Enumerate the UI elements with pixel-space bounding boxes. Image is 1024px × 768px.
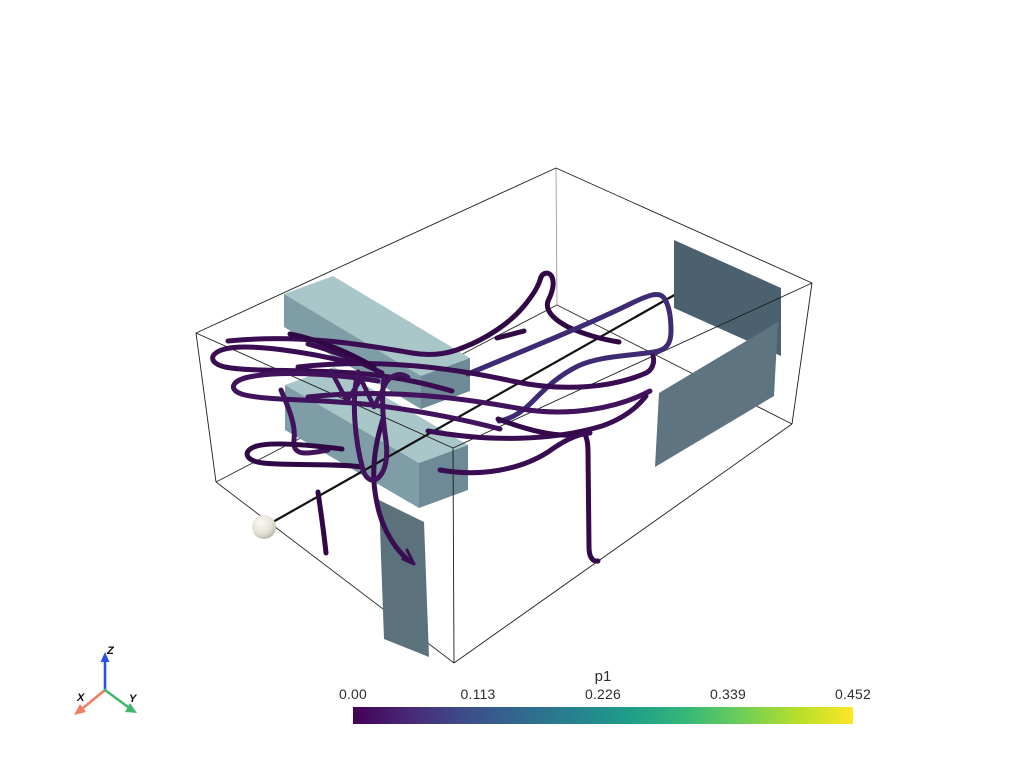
y-axis-arrowhead [125, 703, 137, 713]
streamline-hairpin [244, 441, 365, 470]
slab-lower [285, 367, 468, 508]
x-axis-arrow [81, 688, 107, 710]
slab-lower-front-face [285, 385, 419, 508]
bounding-box-wireframe [195, 167, 813, 664]
streamline-arrowhead [401, 548, 416, 566]
edge-top-front-right [452, 282, 813, 449]
orientation-axes-widget[interactable] [74, 652, 137, 715]
colorbar-tick-1: 0.113 [460, 686, 496, 702]
baffle-front [379, 500, 429, 657]
slab-lower-end-face [419, 445, 468, 508]
streamline-u-turn [465, 292, 674, 424]
slab-lower-top-face [285, 367, 468, 463]
streamline-zigzag [328, 368, 411, 410]
streamline [437, 430, 593, 476]
edge-top-front-left [195, 332, 454, 449]
z-axis-arrowhead [100, 652, 110, 662]
x-axis-arrowhead [74, 704, 86, 715]
streamlines [210, 270, 674, 566]
streamline [315, 489, 329, 556]
colorbar-gradient [353, 707, 853, 724]
streamline-loop [351, 369, 390, 483]
colorbar-tick-3: 0.339 [709, 686, 747, 702]
edge-bottom-front-right [453, 423, 793, 664]
streamline-arrow-tail [371, 416, 411, 563]
streamline [278, 387, 331, 456]
colorbar-tick-2: 0.226 [584, 686, 622, 702]
streamline [305, 388, 653, 415]
seed-sphere-handle[interactable] [252, 515, 276, 539]
seed-line-widget[interactable] [263, 292, 679, 528]
colorbar-tick-4: 0.452 [834, 686, 872, 702]
streamline-hairpin [231, 371, 503, 432]
edge-right-vertical [791, 282, 813, 425]
streamline [494, 328, 527, 341]
edge-front-vertical [452, 447, 455, 664]
x-axis-label: X [77, 692, 85, 704]
baffle-right-lower [655, 322, 778, 467]
streamline [287, 331, 377, 370]
streamline-hook [459, 270, 622, 351]
baffle-right-upper [674, 240, 781, 356]
colorbar-tick-0: 0.00 [338, 686, 368, 702]
streamline [225, 336, 465, 357]
edge-top-back-left [195, 167, 557, 334]
streamline [295, 353, 657, 390]
z-axis-label: Z [107, 645, 114, 657]
y-axis-label: Y [129, 693, 137, 705]
edge-back-vertical [555, 167, 558, 306]
y-axis-arrow [103, 688, 130, 709]
streamline [305, 341, 385, 376]
slab-upper-top-face [284, 276, 470, 376]
edge-top-back-right [555, 167, 813, 284]
edge-left-vertical [195, 332, 217, 483]
colorbar-title: p1 [594, 668, 612, 685]
